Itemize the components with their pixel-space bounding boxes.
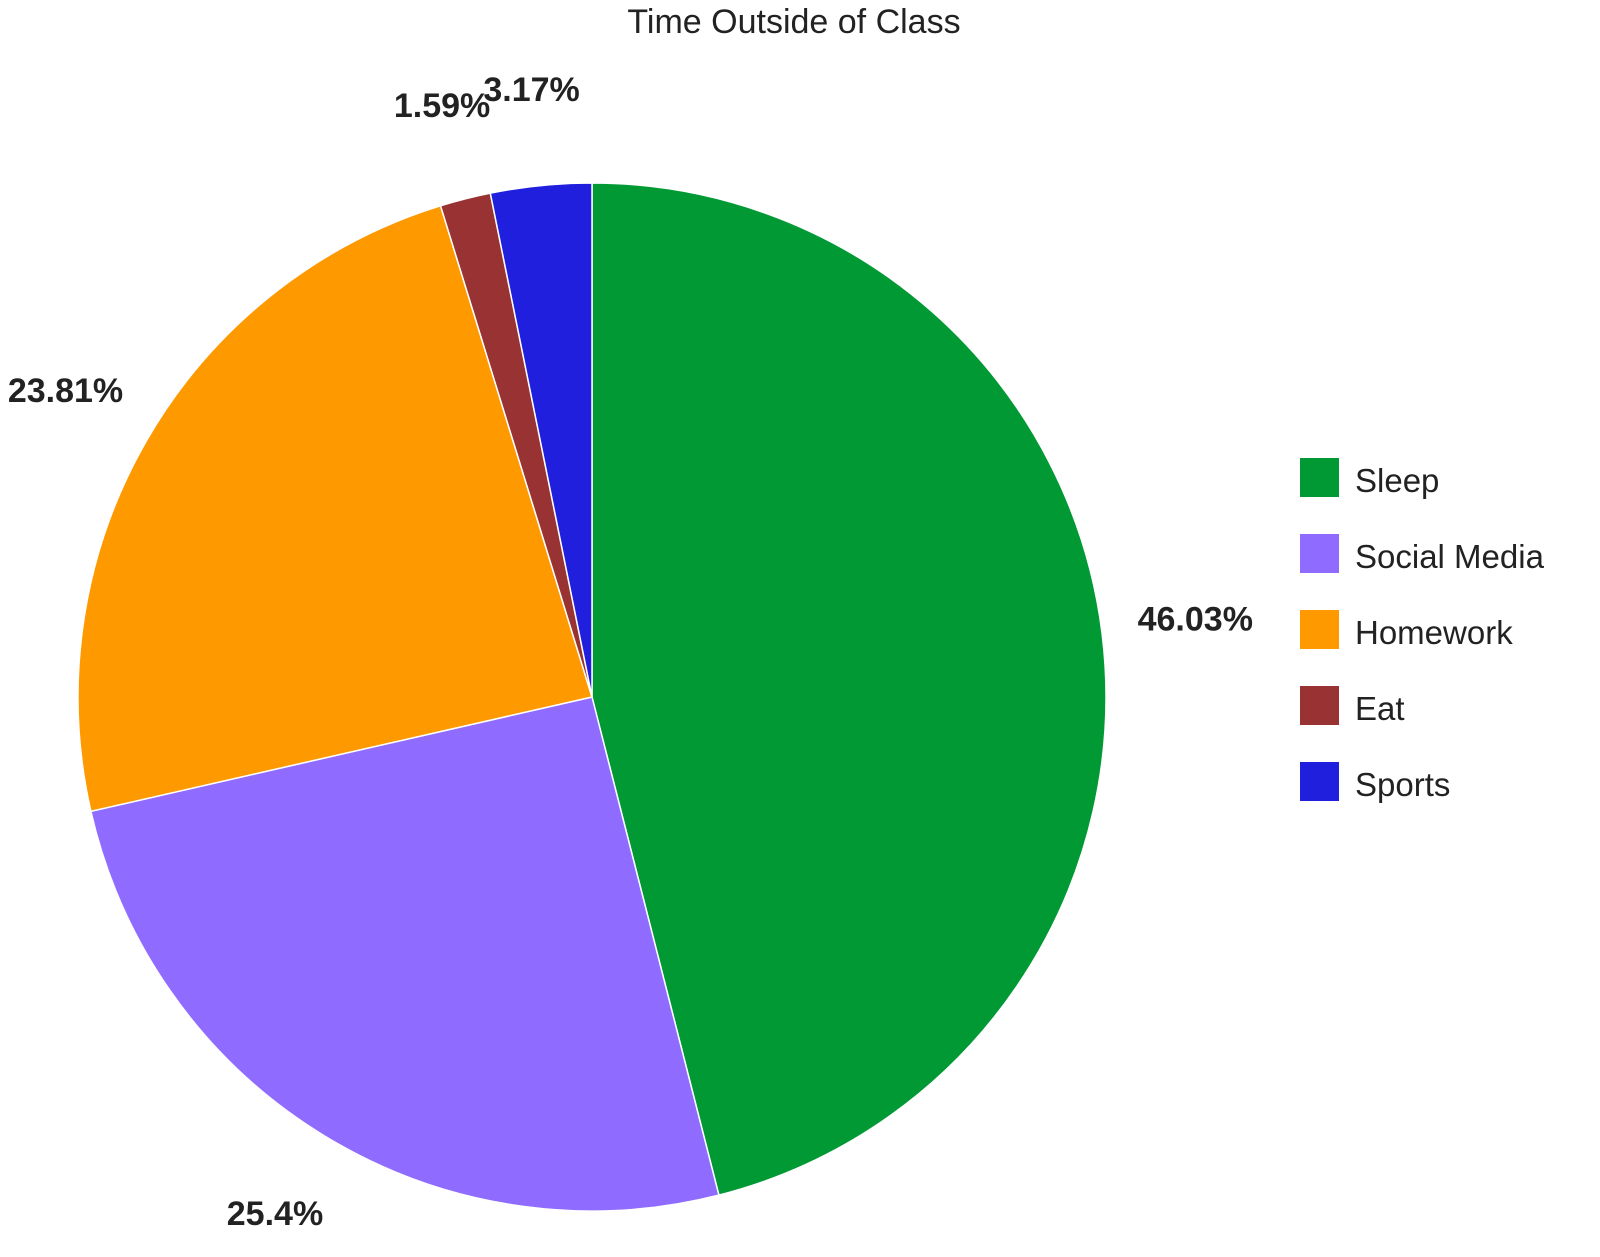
- legend-item-eat: Eat: [1300, 685, 1544, 727]
- legend-label-homework: Homework: [1355, 614, 1513, 651]
- legend: Sleep Social Media Homework Eat Sports: [1300, 457, 1544, 837]
- slice-label-sports: 3.17%: [483, 71, 579, 109]
- legend-item-sports: Sports: [1300, 761, 1544, 803]
- legend-swatch-social-media: [1300, 533, 1339, 573]
- legend-label-sports: Sports: [1355, 766, 1451, 803]
- legend-item-homework: Homework: [1300, 609, 1544, 651]
- pie-slice-sports: [489, 182, 593, 698]
- pie-slices: [77, 182, 1107, 1212]
- pie-slice-sleep: [591, 182, 1107, 1197]
- legend-swatch-homework: [1300, 609, 1339, 649]
- slice-label-eat: 1.59%: [394, 87, 490, 125]
- legend-swatch-sleep: [1300, 457, 1339, 497]
- chart-title: Time Outside of Class: [627, 3, 961, 41]
- legend-label-sleep: Sleep: [1355, 462, 1440, 499]
- pie-slice-social-media: [89, 696, 720, 1212]
- legend-item-sleep: Sleep: [1300, 457, 1544, 499]
- slice-label-sleep: 46.03%: [1138, 600, 1253, 638]
- legend-swatch-eat: [1300, 685, 1339, 725]
- legend-swatch-sports: [1300, 761, 1339, 801]
- pie-slice-homework: [77, 204, 593, 813]
- slice-label-social-media: 25.4%: [227, 1195, 323, 1233]
- legend-label-eat: Eat: [1355, 690, 1405, 727]
- slice-label-homework: 23.81%: [8, 372, 123, 410]
- legend-item-social-media: Social Media: [1300, 533, 1544, 575]
- legend-label-social-media: Social Media: [1355, 538, 1544, 575]
- pie-labels: 46.03% 25.4% 23.81% 1.59%3.17%: [8, 71, 1253, 1233]
